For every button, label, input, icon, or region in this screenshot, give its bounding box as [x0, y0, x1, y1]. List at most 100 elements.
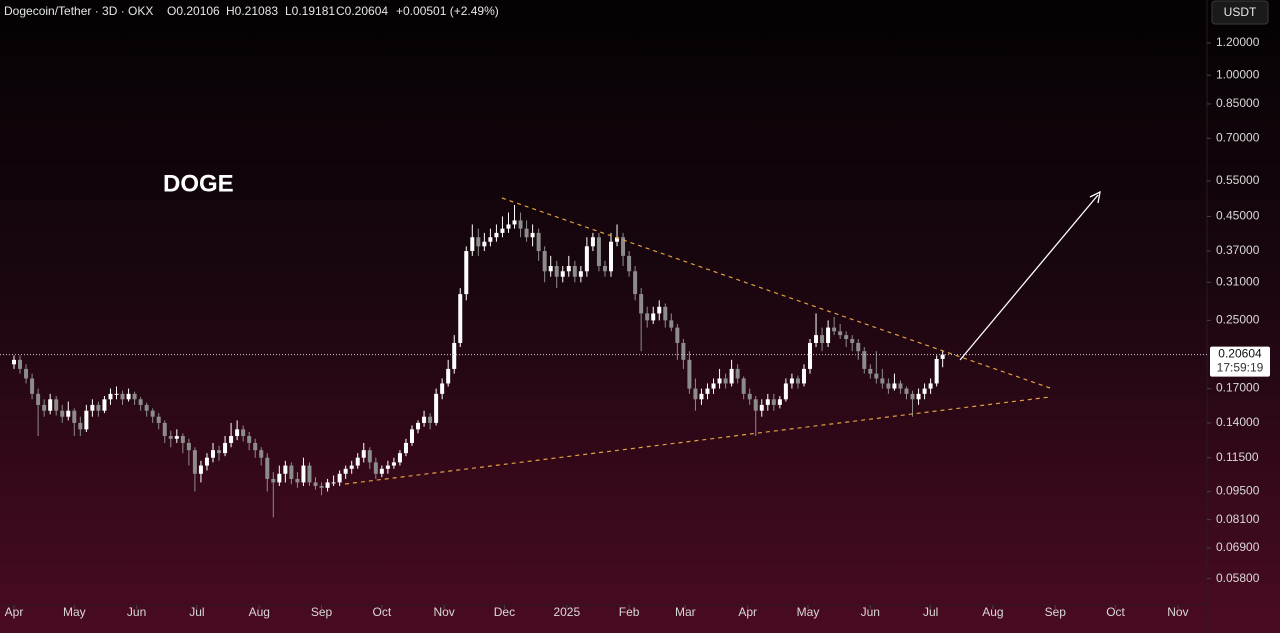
y-tick-label: 0.17000	[1216, 381, 1260, 395]
x-tick-label: Jun	[127, 605, 146, 619]
candle-body	[66, 410, 71, 417]
candle-body	[241, 429, 246, 437]
candle-body	[391, 462, 396, 466]
candle-body	[42, 404, 47, 411]
x-tick-label: Jul	[923, 605, 938, 619]
candle-body	[904, 388, 909, 394]
candle-body	[446, 368, 451, 384]
candle-body	[940, 354, 945, 359]
candle-body	[54, 399, 59, 411]
candle-body	[150, 410, 155, 417]
currency[interactable]: USDT	[1224, 5, 1257, 19]
candle-body	[675, 327, 680, 343]
candle-body	[741, 378, 746, 394]
candle-body	[385, 465, 390, 469]
candle-body	[693, 388, 698, 400]
candle-body	[18, 359, 23, 369]
candle-body	[373, 462, 378, 474]
candle-body	[72, 410, 77, 423]
candle-body	[572, 265, 577, 277]
candle-body	[60, 410, 65, 417]
currency-button[interactable]	[1211, 0, 1269, 25]
candle-body	[801, 368, 806, 384]
candle-body	[560, 271, 565, 277]
x-tick-label: Apr	[5, 605, 24, 619]
candle-body	[192, 450, 197, 474]
y-tick-label: 0.06900	[1216, 540, 1260, 554]
candle-body	[11, 359, 16, 365]
candle-body	[747, 393, 752, 400]
candle-body	[548, 265, 553, 272]
y-tick-label: 0.37000	[1216, 243, 1260, 257]
candle-body	[554, 265, 559, 277]
candle-body	[783, 383, 788, 400]
candle-body	[723, 378, 728, 384]
y-tick-label: 0.55000	[1216, 173, 1260, 187]
candle-body	[331, 482, 336, 484]
ohlc-close: C0.20604	[336, 4, 388, 18]
x-tick-label: Oct	[373, 605, 392, 619]
y-tick-label: 1.20000	[1216, 35, 1260, 49]
candle-body	[138, 399, 143, 405]
candle-body	[367, 450, 372, 463]
candle-body	[566, 265, 571, 272]
candle-body	[162, 422, 167, 437]
candle-body	[78, 422, 83, 430]
candle-body	[578, 271, 583, 277]
candle-body	[898, 383, 903, 389]
ohlc-high: H0.21083	[226, 4, 278, 18]
candle-body	[174, 436, 179, 439]
candle-body	[880, 378, 885, 384]
candle-body	[699, 393, 704, 400]
candle-body	[271, 478, 276, 483]
candle-body	[132, 393, 137, 400]
candle-body	[96, 404, 101, 411]
candle-body	[48, 399, 53, 411]
candle-body	[771, 399, 776, 405]
trendline	[344, 396, 1051, 485]
candle-body	[30, 378, 35, 394]
candle-body	[518, 220, 523, 229]
candle-body	[180, 436, 185, 443]
trendline	[501, 197, 1051, 389]
ohlc-open: O0.20106	[167, 4, 220, 18]
candle-body	[910, 393, 915, 400]
x-tick-label: Aug	[249, 605, 270, 619]
candle-body	[663, 306, 668, 321]
candle-body	[168, 436, 173, 439]
candle-body	[639, 294, 644, 314]
candle-body	[928, 383, 933, 389]
candle-body	[584, 246, 589, 272]
candle-body	[349, 465, 354, 469]
candle-body	[235, 429, 240, 437]
x-tick-label: Nov	[433, 605, 454, 619]
candle-body	[452, 342, 457, 369]
countdown: 17:59:19	[1217, 361, 1264, 375]
candle-body	[777, 399, 782, 405]
x-tick-label: Sep	[311, 605, 333, 619]
x-tick-label: May	[63, 605, 86, 619]
candle-body	[409, 429, 414, 443]
y-tick-label: 0.25000	[1216, 313, 1260, 327]
ohlc-low: L0.19181	[285, 4, 335, 18]
candle-body	[210, 450, 215, 458]
candle-body	[922, 388, 927, 394]
candle-body	[506, 224, 511, 229]
candle-body	[687, 359, 692, 389]
x-tick-label: Jul	[189, 605, 204, 619]
candle-body	[204, 457, 209, 466]
candle-body	[530, 232, 535, 238]
candle-body	[500, 228, 505, 233]
x-tick-label: Mar	[675, 605, 696, 619]
candle-body	[602, 265, 607, 272]
candle-body	[397, 453, 402, 463]
y-tick-label: 0.08100	[1216, 512, 1260, 526]
y-tick-label: 0.09500	[1216, 484, 1260, 498]
candle-body	[379, 468, 384, 474]
x-tick-label: Aug	[982, 605, 1003, 619]
candle-body	[337, 473, 342, 483]
candle-body	[705, 388, 710, 394]
x-tick-label: Nov	[1167, 605, 1188, 619]
candle-body	[874, 373, 879, 379]
